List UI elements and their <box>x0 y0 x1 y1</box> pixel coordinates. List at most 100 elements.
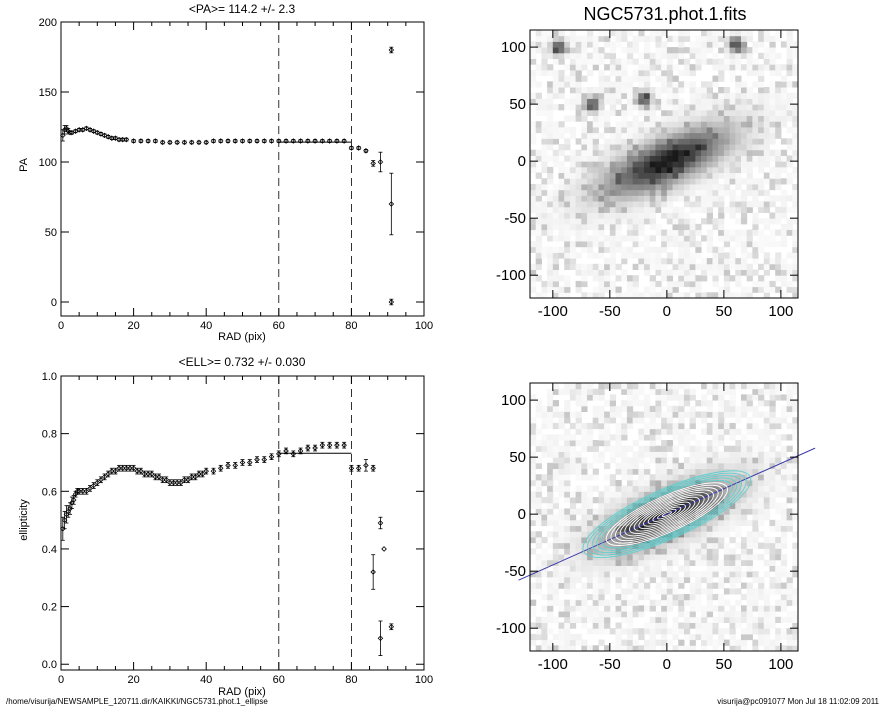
image-pixel <box>592 582 599 589</box>
image-pixel <box>535 201 542 208</box>
image-pixel <box>598 246 605 253</box>
image-pixel <box>655 201 662 208</box>
image-pixel <box>644 628 651 635</box>
image-pixel <box>592 565 599 572</box>
image-pixel <box>644 491 651 498</box>
image-pixel <box>689 189 696 196</box>
image-pixel <box>775 633 782 641</box>
x-tick-label: 0 <box>663 656 671 673</box>
image-pixel <box>604 81 611 88</box>
image-pixel <box>752 223 759 231</box>
image-pixel <box>752 411 759 418</box>
image-pixel <box>626 576 634 584</box>
image-pixel <box>615 98 622 105</box>
image-pixel <box>626 104 634 111</box>
image-pixel <box>598 269 605 276</box>
image-pixel <box>695 616 702 623</box>
image-pixel <box>701 479 708 487</box>
image-pixel <box>621 434 628 441</box>
image-pixel <box>609 497 617 504</box>
image-pixel <box>575 508 582 515</box>
image-pixel <box>689 104 696 111</box>
image-pixel <box>626 462 634 470</box>
image-pixel <box>547 258 554 265</box>
image-pixel <box>735 576 742 584</box>
image-pixel <box>552 616 560 623</box>
image-pixel <box>575 64 582 71</box>
image-pixel <box>615 246 622 253</box>
image-pixel <box>729 411 736 418</box>
image-pixel <box>638 178 645 185</box>
image-pixel <box>672 292 679 299</box>
image-pixel <box>592 161 599 168</box>
image-pixel <box>598 514 605 521</box>
image-pixel <box>723 508 731 515</box>
image-pixel <box>740 47 748 54</box>
image-pixel <box>729 611 736 618</box>
image-pixel <box>740 126 748 134</box>
image-pixel <box>712 451 719 458</box>
image-pixel <box>701 514 708 521</box>
image-pixel <box>598 144 605 151</box>
image-pixel <box>666 149 674 156</box>
image-pixel <box>746 536 753 544</box>
image-pixel <box>740 109 748 117</box>
image-pixel <box>752 218 759 225</box>
image-pixel <box>746 497 753 504</box>
image-pixel <box>632 206 639 213</box>
image-pixel <box>626 155 634 162</box>
image-pixel <box>604 422 611 430</box>
image-pixel <box>638 628 645 635</box>
image-pixel <box>626 479 634 487</box>
image-pixel <box>547 445 554 452</box>
image-pixel <box>672 115 679 122</box>
image-pixel <box>735 280 742 288</box>
image-pixel <box>592 155 599 162</box>
data-point <box>363 462 369 469</box>
image-pixel <box>621 201 628 208</box>
image-pixel <box>587 542 594 549</box>
image-pixel <box>769 394 776 401</box>
image-pixel <box>535 428 542 435</box>
image-pixel <box>752 554 759 561</box>
image-pixel <box>678 269 685 276</box>
image-pixel <box>661 104 668 111</box>
image-pixel <box>780 411 788 418</box>
image-pixel <box>769 468 776 475</box>
image-pixel <box>701 121 708 128</box>
image-pixel <box>564 405 571 413</box>
image-pixel <box>552 161 560 168</box>
image-pixel <box>547 275 554 282</box>
image-pixel <box>706 47 713 54</box>
image-pixel <box>683 81 691 88</box>
image-pixel <box>632 502 639 509</box>
image-pixel <box>758 178 765 185</box>
image-pixel <box>638 531 645 538</box>
image-pixel <box>552 218 560 225</box>
image-pixel <box>541 246 548 253</box>
image-pixel <box>655 588 662 595</box>
image-pixel <box>706 559 713 566</box>
image-pixel <box>649 474 656 481</box>
image-pixel <box>638 582 645 589</box>
image-pixel <box>661 121 668 128</box>
image-pixel <box>689 263 696 270</box>
image-pixel <box>729 35 736 42</box>
isophote-ellipse <box>605 482 728 546</box>
isophote-ellipse <box>652 506 682 522</box>
image-pixel <box>587 445 594 452</box>
image-pixel <box>718 405 725 413</box>
image-pixel <box>638 240 645 248</box>
image-pixel <box>683 115 691 122</box>
image-pixel <box>587 240 594 248</box>
image-pixel <box>786 468 793 475</box>
image-pixel <box>780 405 788 413</box>
image-pixel <box>530 263 537 270</box>
image-pixel <box>632 605 639 612</box>
image-pixel <box>683 383 691 390</box>
image-pixel <box>609 41 617 48</box>
image-pixel <box>712 394 719 401</box>
image-pixel <box>581 292 588 299</box>
x-tick-label: -50 <box>599 656 621 673</box>
image-pixel <box>569 582 577 589</box>
